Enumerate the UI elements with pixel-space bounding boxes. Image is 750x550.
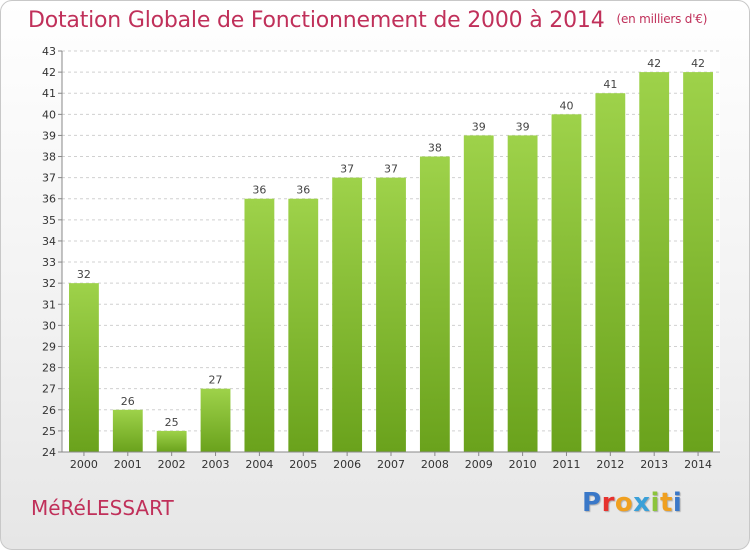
- y-tick-label: 40: [42, 108, 56, 121]
- chart-title: Dotation Globale de Fonctionnement de 20…: [28, 8, 707, 33]
- data-label: 39: [472, 120, 486, 133]
- data-label: 42: [691, 57, 705, 70]
- label-layer: 24 25 26 27 28 29 30 31 32 33 34 35 36 37 38 39 40 41 42 43…: [42, 45, 712, 471]
- bar: [639, 72, 670, 453]
- x-tick-label: 2011: [552, 458, 580, 471]
- x-tick-label: 2006: [333, 458, 361, 471]
- axis-layer: [58, 50, 720, 456]
- x-tick-label: 2014: [684, 458, 712, 471]
- data-label: 36: [296, 184, 310, 197]
- bar: [376, 177, 406, 452]
- bar: [156, 430, 187, 452]
- x-tick-label: 2001: [114, 458, 142, 471]
- bar: [419, 156, 450, 453]
- x-tick-label: 2000: [70, 458, 98, 471]
- logo-letter: i: [650, 488, 660, 518]
- x-tick-label: 2009: [465, 458, 493, 471]
- x-tick-label: 2010: [509, 458, 537, 471]
- y-tick-label: 34: [42, 235, 56, 248]
- y-tick-label: 27: [42, 383, 56, 396]
- x-tick-label: 2007: [377, 458, 405, 471]
- bar: [507, 135, 538, 452]
- y-tick-label: 35: [42, 214, 56, 227]
- y-tick-label: 43: [42, 45, 56, 58]
- y-tick-label: 39: [42, 129, 56, 142]
- chart-subtitle: (en milliers d'€): [616, 12, 708, 26]
- logo-letter: x: [633, 488, 651, 518]
- data-label: 27: [209, 374, 223, 387]
- y-tick-label: 29: [42, 340, 56, 353]
- data-label: 42: [647, 57, 661, 70]
- y-tick-label: 31: [42, 298, 56, 311]
- y-tick-label: 36: [42, 193, 56, 206]
- bar: [244, 198, 275, 452]
- x-tick-label: 2004: [245, 458, 273, 471]
- x-tick-label: 2003: [202, 458, 230, 471]
- logo-letter: o: [614, 488, 634, 518]
- data-label: 40: [559, 99, 573, 112]
- x-tick-label: 2005: [289, 458, 317, 471]
- data-label: 37: [340, 163, 354, 176]
- y-tick-label: 38: [42, 151, 56, 164]
- x-tick-label: 2013: [640, 458, 668, 471]
- logo-letter: i: [672, 488, 683, 518]
- data-label: 37: [384, 163, 398, 176]
- y-tick-label: 32: [42, 277, 56, 290]
- y-tick-label: 25: [42, 425, 56, 438]
- bar-layer: [69, 72, 713, 453]
- y-tick-label: 33: [42, 256, 56, 269]
- x-tick-label: 2008: [421, 458, 449, 471]
- y-tick-label: 24: [42, 446, 56, 459]
- bar: [683, 72, 713, 453]
- bar: [595, 93, 626, 453]
- bar: [112, 409, 143, 452]
- data-label: 41: [603, 78, 617, 91]
- y-tick-label: 28: [42, 362, 56, 375]
- proxiti-logo: Proxiti: [582, 488, 682, 518]
- data-label: 36: [252, 184, 266, 197]
- bar: [288, 198, 319, 452]
- bar: [69, 283, 99, 452]
- data-label: 25: [165, 416, 179, 429]
- y-tick-label: 30: [42, 319, 56, 332]
- data-label: 32: [77, 268, 91, 281]
- bar: [463, 135, 494, 452]
- data-label: 39: [516, 120, 530, 133]
- bar: [332, 177, 363, 452]
- y-tick-label: 42: [42, 66, 56, 79]
- bar: [551, 114, 582, 452]
- chart-title-text: Dotation Globale de Fonctionnement de 20…: [28, 8, 605, 33]
- x-tick-label: 2002: [158, 458, 186, 471]
- data-label: 26: [121, 395, 135, 408]
- commune-name: MéRéLESSART: [31, 496, 174, 520]
- bar: [200, 388, 231, 452]
- y-tick-label: 41: [42, 87, 56, 100]
- logo-letter: t: [659, 488, 673, 518]
- y-tick-label: 26: [42, 404, 56, 417]
- x-tick-label: 2012: [596, 458, 624, 471]
- logo-letter: P: [582, 488, 602, 518]
- data-label: 38: [428, 142, 442, 155]
- y-tick-label: 37: [42, 172, 56, 185]
- logo-letter: r: [601, 488, 615, 518]
